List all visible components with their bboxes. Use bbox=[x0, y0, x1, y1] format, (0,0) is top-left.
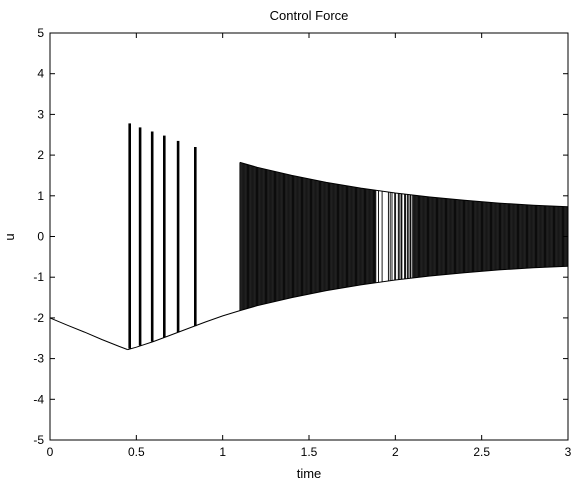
y-tick-label: 4 bbox=[37, 67, 44, 81]
x-tick-label: 3 bbox=[565, 445, 572, 459]
axis-ticks: 0 0.5 1 1.5 2 2.5 3 -5 -4 -3 -2 -1 0 1 2 3 4 5 bbox=[33, 26, 571, 459]
x-tick-label: 0.5 bbox=[128, 445, 145, 459]
y-tick-label: 5 bbox=[37, 26, 44, 40]
x-axis-label: time bbox=[297, 466, 322, 481]
x-tick-label: 2 bbox=[392, 445, 399, 459]
chart-title: Control Force bbox=[270, 8, 349, 23]
switching-spike bbox=[138, 127, 142, 346]
x-tick-label: 1 bbox=[219, 445, 226, 459]
y-tick-label: 2 bbox=[37, 148, 44, 162]
plot-area bbox=[49, 32, 569, 441]
switching-spike bbox=[128, 123, 131, 349]
y-tick-label: 3 bbox=[37, 107, 44, 121]
y-tick-label: -3 bbox=[33, 352, 44, 366]
x-tick-label: 2.5 bbox=[473, 445, 490, 459]
y-tick-label: -2 bbox=[33, 311, 44, 325]
y-axis-label: u bbox=[2, 233, 17, 240]
switching-spike bbox=[176, 140, 180, 333]
series-line-initial bbox=[49, 317, 128, 351]
y-tick-label: -1 bbox=[33, 270, 44, 284]
switching-spike bbox=[150, 131, 154, 342]
x-tick-label: 1.5 bbox=[301, 445, 318, 459]
x-tick-label: 0 bbox=[47, 445, 54, 459]
y-tick-label: -4 bbox=[33, 392, 44, 406]
chattering-region bbox=[239, 162, 568, 311]
y-tick-label: 0 bbox=[37, 230, 44, 244]
switching-spike bbox=[163, 135, 166, 338]
y-tick-label: 1 bbox=[37, 189, 44, 203]
y-tick-label: -5 bbox=[33, 433, 44, 447]
switching-spike bbox=[194, 147, 197, 327]
